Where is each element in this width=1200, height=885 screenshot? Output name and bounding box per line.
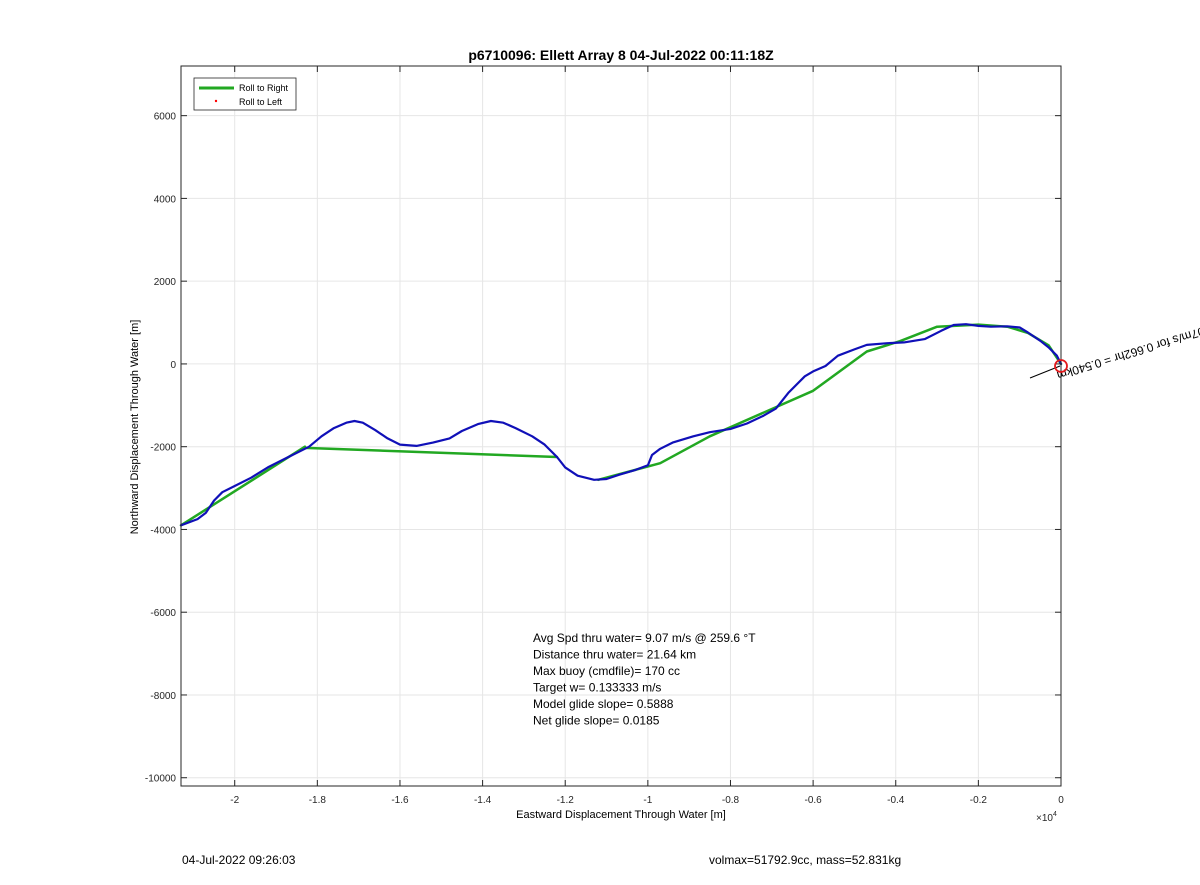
- position-marker: [1054, 359, 1068, 373]
- y-axis-label: Northward Displacement Through Water [m]: [129, 320, 141, 535]
- current-vector: 9.07m/s for 0.662hr = 0.540km: [1029, 321, 1200, 383]
- current-annotation: 9.07m/s for 0.662hr = 0.540km: [1055, 321, 1200, 382]
- series-layer: [179, 323, 1063, 527]
- legend: Roll to Right Roll to Left: [193, 77, 297, 111]
- legend-swatch-roll-left: [214, 99, 218, 103]
- y-tick-label: 4000: [154, 194, 177, 205]
- stats-line: Max buoy (cmdfile)= 170 cc: [533, 664, 680, 678]
- x-tick-label: -1: [643, 795, 652, 806]
- x-tick-label: -2: [230, 795, 239, 806]
- stats-line: Distance thru water= 21.64 km: [533, 648, 696, 662]
- x-tick-label: -1.4: [474, 795, 492, 806]
- x-tick-label: -0.8: [722, 795, 740, 806]
- x-tick-label: -1.6: [391, 795, 409, 806]
- x-tick-label: 0: [1058, 795, 1064, 806]
- x-exponent-label: ×104: [1036, 811, 1057, 824]
- legend-box: [193, 77, 297, 111]
- legend-label-roll-left: Roll to Left: [239, 97, 283, 107]
- grid-lines: [181, 66, 1062, 786]
- y-tick-label: 2000: [154, 277, 177, 288]
- stats-annotation: Avg Spd thru water= 9.07 m/s @ 259.6 °T …: [533, 631, 756, 728]
- y-tick-label: -8000: [150, 691, 176, 702]
- stats-line: Avg Spd thru water= 9.07 m/s @ 259.6 °T: [533, 631, 756, 645]
- footer-timestamp: 04-Jul-2022 09:26:03: [182, 853, 296, 867]
- footer-vehicle-info: volmax=51792.9cc, mass=52.831kg: [709, 853, 902, 867]
- x-tick-label: -0.2: [970, 795, 988, 806]
- axes-box: [180, 65, 1062, 787]
- trajectory-line: [179, 323, 1063, 527]
- roll-right-segment: [303, 446, 559, 459]
- stats-line: Target w= 0.133333 m/s: [533, 681, 661, 695]
- y-tick-label: 0: [170, 360, 176, 371]
- x-tick-label: -1.2: [557, 795, 575, 806]
- x-tick-label: -0.4: [887, 795, 905, 806]
- x-axis-label: Eastward Displacement Through Water [m]: [516, 809, 726, 821]
- stats-line: Model glide slope= 0.5888: [533, 697, 674, 711]
- x-tick-label: -1.8: [309, 795, 327, 806]
- y-tick-label: -4000: [150, 525, 176, 536]
- roll-right-segment: [597, 323, 1063, 482]
- y-tick-label: -10000: [145, 774, 177, 785]
- x-tick-label: -0.6: [804, 795, 822, 806]
- chart-title: p6710096: Ellett Array 8 04-Jul-2022 00:…: [468, 47, 774, 63]
- stats-line: Net glide slope= 0.0185: [533, 714, 660, 728]
- y-tick-label: -2000: [150, 443, 176, 454]
- legend-label-roll-right: Roll to Right: [239, 83, 289, 93]
- axis-ticks: -2 -1.8 -1.6 -1.4 -1.2 -1 -0.8 -0.6 -0.4 -0.2 0 -10…: [145, 66, 1064, 806]
- y-tick-label: -6000: [150, 608, 176, 619]
- y-tick-label: 6000: [154, 112, 177, 123]
